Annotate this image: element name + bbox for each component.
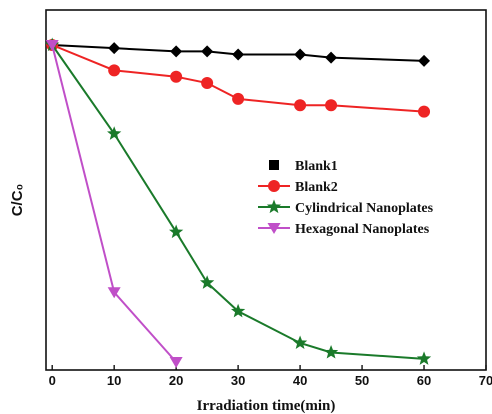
data-point [108,42,121,55]
series-layer [45,37,432,368]
data-point [294,99,307,112]
legend-marker [268,180,280,192]
x-axis-ticks: 0 10 20 30 40 50 60 70 [49,365,492,388]
series-4 [45,40,183,368]
x-tick-label: 60 [417,373,431,388]
legend-label: Blank2 [295,180,338,195]
plot-area [45,9,487,371]
data-point [232,48,245,61]
data-point [201,77,214,90]
data-point [323,344,339,359]
legend-item: Blank1 [269,159,338,174]
legend-label: Cylindrical Nanoplates [295,201,434,216]
plot-border [45,9,487,371]
x-tick-label: 50 [355,373,369,388]
legend: Blank1 Blank2 Cylindrical Nanoplates Hexago… [258,159,434,237]
data-point [418,105,431,118]
data-point [169,357,183,368]
data-point [418,54,431,67]
x-tick-label: 40 [293,373,307,388]
x-tick-label: 0 [49,373,56,388]
data-point [325,99,338,112]
data-point [325,51,338,64]
legend-item: Hexagonal Nanoplates [258,222,430,237]
legend-item: Cylindrical Nanoplates [258,199,434,216]
x-axis-title: Irradiation time(min) [197,398,336,414]
legend-marker [269,160,279,170]
data-point [201,45,214,58]
data-point [108,64,121,77]
data-point [292,335,308,350]
data-point [294,48,307,61]
series-1 [46,39,431,67]
data-point [170,70,183,83]
x-tick-label: 30 [231,373,245,388]
y-axis-title: C/C₀ [9,184,26,217]
data-point [416,351,432,365]
legend-item: Blank2 [258,180,338,195]
legend-label: Hexagonal Nanoplates [295,222,430,237]
x-tick-label: 10 [107,373,121,388]
x-tick-label: 20 [169,373,183,388]
data-point [170,45,183,58]
legend-label: Blank1 [295,159,338,174]
data-point [107,287,121,299]
data-point [232,92,245,105]
legend-marker [266,199,282,214]
data-point [45,40,59,51]
data-point [169,224,184,239]
x-tick-label: 70 [479,373,492,388]
data-point [199,275,215,289]
legend-marker [267,223,281,234]
data-point [107,126,122,140]
data-point [230,303,246,318]
